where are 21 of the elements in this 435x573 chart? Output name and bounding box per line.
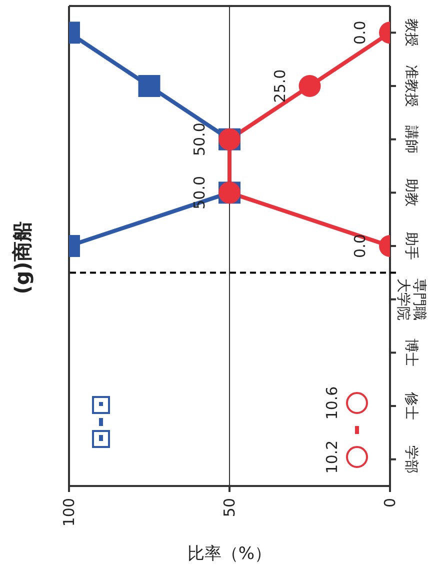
x-axis-title: 比率（%） [187, 544, 272, 564]
y-tick-label: 教授 [403, 18, 419, 47]
y-tick-label: 修士 [403, 392, 419, 420]
data-label: 0.0 [351, 20, 369, 45]
data-label: 0.0 [351, 234, 369, 258]
data-label: 25.0 [270, 69, 289, 103]
y-tick-label: 准教授 [403, 65, 419, 107]
x-tick-label: 50 [220, 498, 238, 518]
x-tick-label: 0 [381, 498, 399, 508]
y-tick-label: 助手 [403, 232, 419, 260]
y-tick-label: 講師 [403, 125, 419, 154]
y-tick-label: 博士 [403, 338, 419, 367]
text: (g)商船 [10, 222, 34, 294]
y-tick-label: 助教 [403, 178, 419, 207]
data-label: 50.0 [190, 176, 208, 210]
x-tick-label: 100 [60, 498, 78, 527]
annotation: 10.2 [323, 440, 341, 474]
y-tick-label: 専門職大学院 [395, 278, 427, 320]
annotation: 10.6 [323, 386, 341, 420]
data-label: 50.0 [190, 122, 208, 156]
y-tick-label: 学部 [403, 445, 419, 474]
